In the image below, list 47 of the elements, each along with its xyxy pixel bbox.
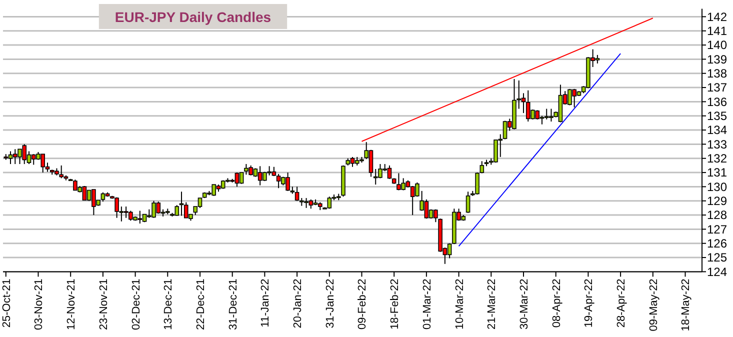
x-tick-label: 31-Jan-22 — [324, 278, 336, 328]
y-tick-label: 142 — [707, 10, 728, 24]
y-tick-label: 136 — [707, 94, 728, 109]
y-tick-label: 133 — [707, 137, 728, 152]
x-tick-label: 18-May-22 — [680, 278, 692, 332]
y-tick-label: 128 — [707, 208, 728, 222]
y-tick-label: 139 — [707, 52, 728, 66]
y-tick-label: 124 — [707, 264, 728, 279]
y-tick-label: 141 — [707, 24, 728, 38]
x-tick-label: 21-Mar-22 — [486, 278, 498, 330]
x-tick-label: 22-Dec-21 — [194, 278, 207, 330]
x-tick-label: 20-Jan-22 — [292, 278, 304, 328]
y-tick-label: 127 — [707, 222, 728, 236]
y-tick-label: 130 — [707, 180, 728, 194]
y-tick-label: 134 — [707, 123, 728, 138]
y-tick-label: 129 — [707, 194, 728, 208]
y-tick-label: 135 — [707, 109, 728, 124]
chart-title: EUR-JPY Daily Candles — [114, 9, 272, 25]
y-tick-label: 140 — [707, 38, 728, 52]
x-tick-label: 12-Nov-21 — [66, 278, 78, 330]
x-tick-label: 09-May-22 — [648, 278, 660, 332]
x-tick-label: 19-Apr-22 — [583, 278, 596, 328]
y-tick-label: 131 — [707, 166, 728, 180]
candlestick — [294, 186, 300, 202]
x-tick-label: 18-Feb-22 — [389, 278, 402, 330]
x-tick-label: 23-Nov-21 — [98, 278, 110, 330]
y-tick-label: 138 — [707, 66, 728, 81]
x-tick-label: 25-Oct-21 — [0, 278, 13, 328]
x-tick-label: 09-Feb-22 — [356, 278, 369, 330]
x-tick-label: 11-Jan-22 — [260, 278, 272, 328]
y-tick-label: 126 — [707, 236, 728, 251]
x-tick-label: 28-Apr-22 — [616, 278, 628, 328]
x-tick-label: 13-Dec-21 — [162, 278, 175, 330]
candlestick — [239, 172, 244, 184]
x-tick-label: 02-Dec-21 — [130, 278, 142, 330]
x-tick-label: 08-Apr-22 — [550, 278, 563, 328]
x-tick-label: 30-Mar-22 — [518, 278, 530, 330]
y-tick-label: 137 — [707, 80, 728, 95]
x-tick-label: 31-Dec-21 — [227, 278, 240, 330]
x-tick-label: 03-Nov-21 — [33, 278, 46, 330]
y-tick-label: 132 — [707, 152, 728, 166]
candlestick — [480, 160, 484, 174]
candlestick — [466, 191, 470, 214]
y-tick-label: 125 — [707, 250, 728, 265]
x-tick-label: 10-Mar-22 — [454, 278, 466, 330]
candlestick — [100, 192, 106, 202]
x-tick-label: 01-Mar-22 — [421, 278, 434, 330]
